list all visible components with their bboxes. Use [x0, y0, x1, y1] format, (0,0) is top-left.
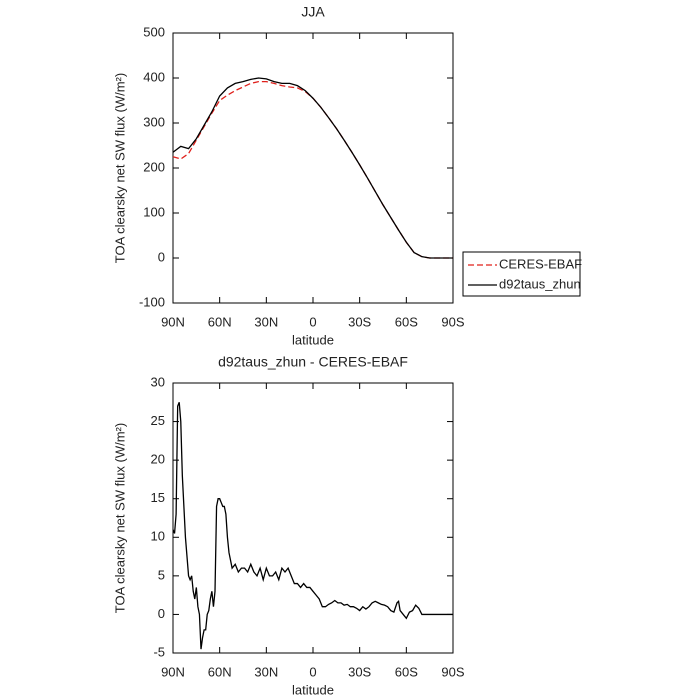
- x-tick-label: 60N: [208, 664, 232, 679]
- x-tick-label: 0: [309, 664, 316, 679]
- y-tick-label: 30: [151, 374, 165, 389]
- y-tick-label: 400: [143, 69, 165, 84]
- y-tick-label: 20: [151, 452, 165, 467]
- legend-label: CERES-EBAF: [499, 256, 582, 271]
- x-axis-label: latitude: [292, 682, 334, 697]
- x-tick-label: 30N: [254, 664, 278, 679]
- y-tick-label: 5: [158, 567, 165, 582]
- plot-frame: [172, 32, 454, 304]
- x-tick-label: 60N: [208, 314, 232, 329]
- chart-title: d92taus_zhun - CERES-EBAF: [218, 354, 408, 370]
- y-tick-label: -5: [153, 644, 165, 659]
- y-tick-label: -100: [139, 294, 165, 309]
- y-tick-label: 100: [143, 204, 165, 219]
- x-tick-label: 90N: [161, 314, 185, 329]
- x-tick-label: 90S: [441, 664, 464, 679]
- y-tick-label: 200: [143, 159, 165, 174]
- x-tick-label: 60S: [395, 314, 418, 329]
- y-tick-label: 0: [158, 606, 165, 621]
- y-tick-label: 0: [158, 249, 165, 264]
- x-tick-label: 0: [309, 314, 316, 329]
- x-tick-label: 30S: [348, 314, 371, 329]
- x-tick-label: 30S: [348, 664, 371, 679]
- legend-box: [462, 251, 581, 297]
- chart-title: JJA: [301, 4, 325, 20]
- y-tick-label: 15: [151, 490, 165, 505]
- legend-label: d92taus_zhun: [499, 276, 581, 291]
- y-tick-label: 10: [151, 529, 165, 544]
- data-line: [172, 80, 453, 259]
- x-tick-label: 30N: [254, 314, 278, 329]
- y-axis-label: TOA clearsky net SW flux (W/m²): [112, 73, 127, 263]
- x-tick-label: 90N: [161, 664, 185, 679]
- x-tick-label: 60S: [395, 664, 418, 679]
- x-tick-label: 90S: [441, 314, 464, 329]
- y-axis-label: TOA clearsky net SW flux (W/m²): [112, 423, 127, 613]
- y-tick-label: 25: [151, 413, 165, 428]
- y-tick-label: 300: [143, 114, 165, 129]
- data-line: [172, 77, 453, 259]
- data-line: [172, 402, 453, 650]
- x-axis-label: latitude: [292, 332, 334, 347]
- y-tick-label: 500: [143, 24, 165, 39]
- plot-frame: [172, 382, 454, 654]
